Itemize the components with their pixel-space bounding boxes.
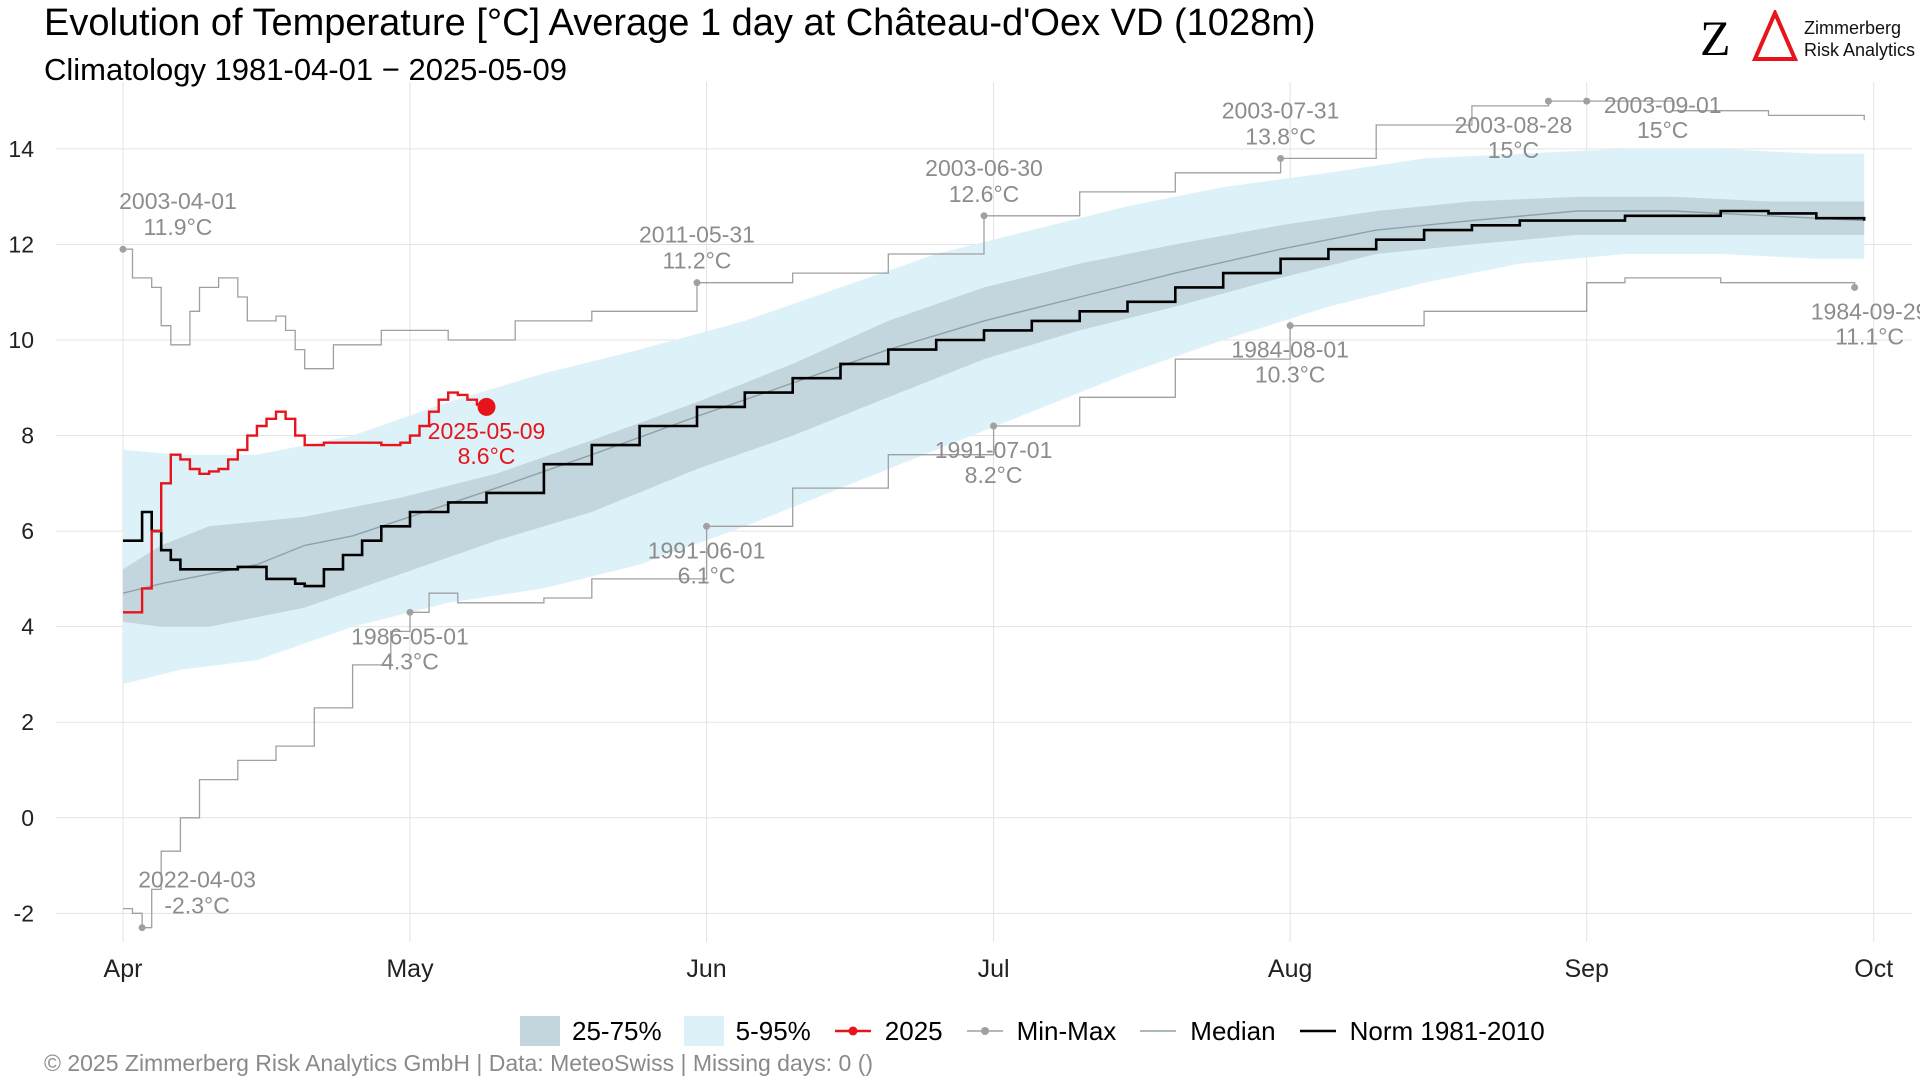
- page-title: Evolution of Temperature [°C] Average 1 …: [44, 2, 1316, 44]
- logo-line-1: Zimmerberg: [1804, 18, 1902, 38]
- logo-delta-icon: [1752, 10, 1798, 61]
- annotation-value: 11.9°C: [144, 214, 213, 240]
- record-point: [1544, 97, 1552, 105]
- record-point: [693, 279, 701, 287]
- annotation-date: 1991-07-01: [935, 437, 1053, 463]
- record-point: [1286, 322, 1294, 330]
- legend-item-25-75: 25-75%: [520, 1016, 662, 1047]
- legend-item-min-max: Min-Max: [965, 1015, 1117, 1047]
- x-tick-label: Jun: [686, 955, 726, 983]
- y-tick-label: 14: [8, 136, 34, 162]
- y-tick-label: 4: [21, 614, 34, 640]
- annotation-value: 12.6°C: [949, 181, 1020, 207]
- legend-label-5-95: 5-95%: [735, 1015, 811, 1046]
- record-point: [1851, 283, 1859, 291]
- series-max-line: [123, 100, 1865, 370]
- x-tick-label: Oct: [1854, 955, 1893, 983]
- company-logo: Z Zimmerberg Risk Analytics: [1700, 8, 1915, 68]
- annotation-value: 11.1°C: [1835, 323, 1904, 349]
- logo-line-2: Risk Analytics: [1804, 40, 1916, 60]
- legend-item-norm: Norm 1981-2010: [1298, 1016, 1545, 1047]
- y-tick-label: -2: [14, 900, 34, 926]
- annotation-value: 4.3°C: [381, 648, 439, 674]
- x-tick-label: Sep: [1564, 955, 1608, 983]
- band-5-95: [123, 148, 1865, 684]
- record-point: [406, 608, 414, 616]
- legend-label-2025: 2025: [884, 1015, 943, 1046]
- page-subtitle: Climatology 1981-04-01 − 2025-05-09: [44, 52, 568, 87]
- annotation-date: 2003-07-31: [1222, 97, 1340, 123]
- legend-key-min-max: [966, 1027, 1003, 1035]
- annotation-date: 2003-09-01: [1604, 92, 1722, 118]
- record-point: [138, 924, 146, 932]
- logo-mark: Z: [1700, 10, 1731, 66]
- annotation-value: 15°C: [1637, 117, 1688, 143]
- legend-key-2025: [834, 1026, 871, 1036]
- legend-label-norm: Norm 1981-2010: [1349, 1015, 1545, 1046]
- y-tick-label: 10: [8, 327, 34, 353]
- record-point: [1277, 154, 1285, 162]
- footer-credit: © 2025 Zimmerberg Risk Analytics GmbH | …: [44, 1050, 874, 1076]
- series-norm-line: [123, 209, 1866, 588]
- annotation-date: 2022-04-03: [138, 867, 256, 893]
- legend-label-median: Median: [1190, 1015, 1276, 1046]
- y-tick-label: 0: [21, 805, 34, 831]
- y-tick-label: 12: [8, 231, 34, 257]
- legend-item-median: Median: [1138, 1015, 1276, 1047]
- record-point: [1583, 97, 1591, 105]
- band-25-75: [123, 196, 1865, 627]
- legend-key-norm: [1299, 1029, 1336, 1033]
- y-tick-label: 8: [21, 423, 34, 449]
- annotation-date: 2003-06-30: [925, 155, 1043, 181]
- annotation-date: 2003-08-28: [1455, 112, 1573, 138]
- annotation-value: 6.1°C: [678, 562, 736, 588]
- annotation-value: -2.3°C: [164, 893, 229, 919]
- x-tick-label: Jul: [978, 955, 1010, 983]
- x-tick-label: May: [386, 955, 434, 983]
- annotation-date: 2011-05-31: [639, 222, 755, 248]
- record-point: [119, 245, 127, 253]
- legend-swatch-5-95: [683, 1016, 724, 1046]
- record-point: [990, 422, 998, 430]
- annotation-value: 15°C: [1488, 137, 1539, 163]
- legend-label-25-75: 25-75%: [572, 1015, 662, 1046]
- legend-key-median: [1140, 1030, 1177, 1032]
- chart-legend: 25-75% 5-95% 2025 Min-Max Median Norm 19…: [520, 1013, 1567, 1049]
- annotation-date: 1991-06-01: [648, 537, 766, 563]
- annotation-date: 1984-08-01: [1231, 337, 1349, 363]
- legend-label-min-max: Min-Max: [1016, 1015, 1117, 1046]
- record-point: [980, 212, 988, 220]
- annotation-value: 10.3°C: [1255, 362, 1326, 388]
- annotation-date: 2025-05-09: [428, 418, 546, 444]
- record-point: [703, 522, 711, 530]
- annotation-value: 13.8°C: [1245, 123, 1316, 149]
- x-tick-label: Aug: [1268, 955, 1312, 983]
- current-point: [477, 397, 496, 416]
- annotation-value: 8.2°C: [965, 462, 1023, 488]
- series-2025-line: [123, 391, 488, 614]
- annotation-date: 1984-09-29: [1811, 298, 1920, 324]
- y-tick-label: 2: [21, 709, 34, 735]
- annotation-value: 11.2°C: [663, 248, 732, 274]
- legend-swatch-25-75: [520, 1016, 560, 1046]
- annotation-date: 1986-05-01: [351, 623, 469, 649]
- legend-item-2025: 2025: [833, 1016, 943, 1047]
- x-tick-label: Apr: [104, 955, 143, 983]
- y-tick-label: 6: [21, 518, 34, 544]
- legend-item-5-95: 5-95%: [683, 1015, 811, 1047]
- series-min-line: [123, 277, 1856, 929]
- annotation-date: 2003-04-01: [119, 188, 237, 214]
- annotation-value: 8.6°C: [458, 443, 516, 469]
